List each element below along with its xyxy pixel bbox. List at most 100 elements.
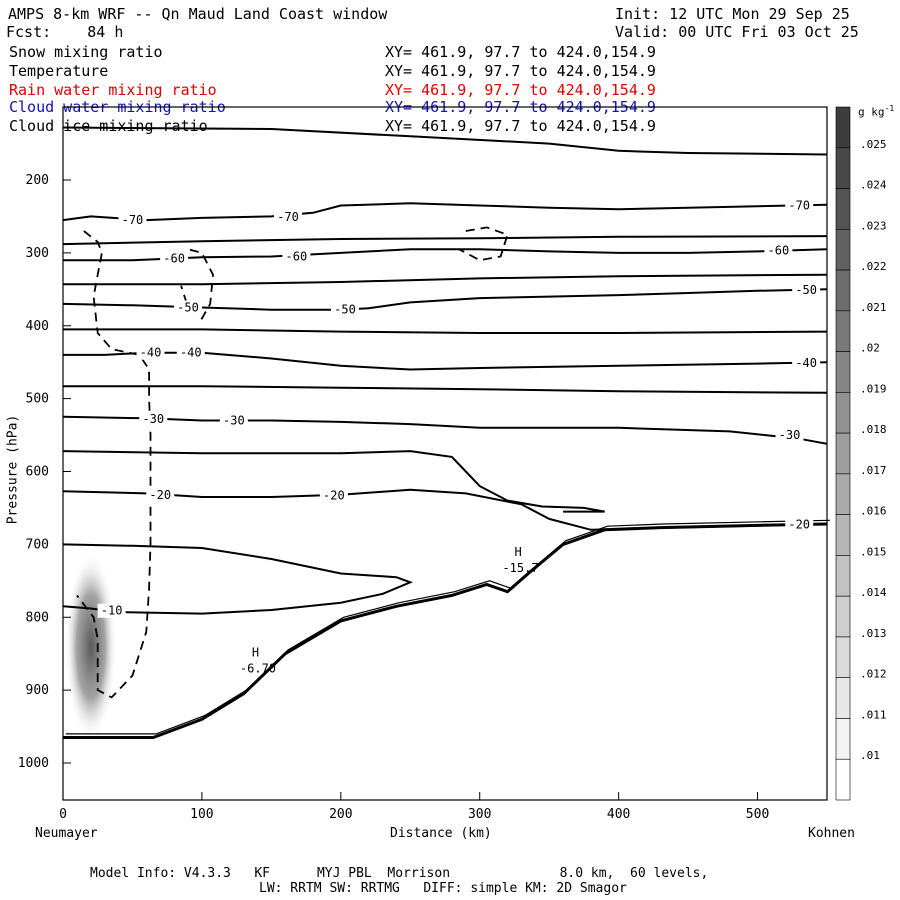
y-tick-label: 800 (26, 610, 49, 625)
colorbar-tick-label: .018 (860, 423, 887, 436)
isotherm-label-bg (160, 251, 189, 266)
isotherm-label: -60 (286, 250, 308, 264)
isotherm-label-bg (97, 603, 126, 618)
isotherm-label: -50 (334, 303, 356, 317)
colorbar-tick-label: .011 (860, 708, 887, 721)
field-name-rain: Rain water mixing ratio (9, 81, 217, 99)
isotherm-label-bg (139, 412, 168, 427)
cloud-ice-contour (76, 230, 152, 699)
colorbar-tick-label: .019 (860, 382, 887, 395)
isotherm-label-bg (775, 428, 804, 443)
isotherm-label-bg (282, 249, 311, 264)
colorbar-bin (835, 677, 851, 719)
colorbar-tick-label: .025 (860, 138, 887, 151)
isotherm-label-bg (792, 283, 821, 298)
isotherm-minus30 (62, 415, 828, 445)
colorbar-tick-label: .023 (860, 219, 887, 232)
isotherm-label-bg (274, 210, 303, 225)
colorbar-tick-label: .021 (860, 301, 887, 314)
isotherm-label-bg (785, 198, 814, 213)
y-axis-title: Pressure (hPa) (5, 414, 21, 525)
colorbar-unit-text: g kg (858, 105, 885, 119)
colorbar: .025 .024 .023 .022 .021 .02 .019 .018 .017 .016.… (835, 106, 887, 801)
snow-shading (64, 551, 117, 742)
field-xy-snow: XY= 461.9, 97.7 to 424.0,154.9 (385, 43, 656, 61)
cloud-ice-contour (458, 226, 509, 262)
field-name-cloud-ice: Cloud ice mixing ratio (9, 117, 208, 135)
colorbar-bin (835, 351, 851, 393)
colorbar-bin (835, 758, 851, 801)
field-name-temperature: Temperature (9, 62, 109, 80)
isotherm-label: -10 (101, 604, 123, 618)
isotherm-label: -60 (768, 244, 790, 258)
isotherm-unlabeled (63, 328, 828, 334)
high-marker: H (252, 646, 259, 660)
colorbar-unit: g kg-1 (858, 101, 894, 120)
isotherm-label: -40 (180, 346, 202, 360)
colorbar-tick-label: .016 (860, 505, 887, 518)
isotherm-label: -50 (177, 301, 199, 315)
isotherm-label-bg (792, 355, 821, 370)
x-tick-label: 0 (59, 807, 67, 822)
high-value: -15.7 (502, 561, 538, 575)
y-tick-label: 400 (26, 319, 49, 334)
isotherm-minus70 (62, 202, 828, 222)
isotherm-label: -20 (788, 518, 810, 532)
x-tick-label: 200 (329, 807, 352, 822)
colorbar-tick-label: .015 (860, 545, 887, 558)
isotherm-minus10 (62, 543, 414, 615)
isotherm-label: -70 (277, 210, 299, 224)
isotherm-label: -20 (149, 488, 171, 502)
isotherm-minus20 (62, 488, 828, 531)
isotherm-label-bg (219, 413, 248, 428)
colorbar-bin (835, 228, 851, 271)
terrain-line (63, 519, 830, 739)
isotherm-label: -30 (142, 412, 164, 426)
y-tick-label: 500 (26, 392, 49, 407)
x-tick-label: 100 (190, 807, 213, 822)
field-name-snow: Snow mixing ratio (9, 43, 163, 61)
isotherm-unlabeled (62, 450, 605, 513)
isotherm-label-bg (176, 345, 205, 360)
colorbar-bin (835, 310, 851, 352)
y-tick-label: 200 (26, 173, 49, 188)
isotherm-label: -40 (140, 346, 162, 360)
chart-title: AMPS 8-km WRF -- Qn Maud Land Coast wind… (8, 5, 388, 23)
isotherm-label-bg (118, 213, 147, 228)
high-marker: H (514, 545, 521, 559)
isotherm-unlabeled (63, 273, 828, 286)
plot-frame (62, 106, 828, 801)
colorbar-bin (835, 718, 851, 760)
colorbar-tick-label: .024 (860, 179, 887, 192)
left-endpoint-label: Neumayer (35, 826, 98, 841)
snow-maximum (64, 551, 117, 742)
isotherm-label: -30 (223, 413, 245, 427)
isotherm-label-bg (785, 517, 814, 532)
y-tick-label: 700 (26, 537, 49, 552)
isotherm-label-bg (330, 302, 359, 317)
x-tick-label: 400 (607, 807, 630, 822)
isotherm-unlabeled (62, 126, 828, 156)
x-tick-label: 300 (468, 807, 491, 822)
colorbar-tick-label: .02 (860, 342, 880, 355)
isotherm-label: -70 (788, 199, 810, 213)
forecast-label: Fcst: 84 h (6, 24, 123, 41)
colorbar-tick-label: .012 (860, 668, 887, 681)
temperature-contours (62, 126, 828, 615)
colorbar-tick-label: .014 (860, 586, 887, 599)
terrain-upper-edge (65, 519, 830, 735)
x-axis-title: Distance (km) (390, 826, 492, 841)
isotherm-label-bg (764, 243, 793, 258)
colorbar-bin (835, 473, 851, 515)
isotherm-label-bg (146, 487, 175, 502)
terrain-surface (63, 522, 828, 739)
colorbar-bin (835, 188, 851, 230)
init-time: Init: 12 UTC Mon 29 Sep 25 (615, 5, 850, 23)
isotherm-label: -40 (795, 356, 817, 370)
isotherm-unlabeled (62, 235, 828, 246)
forecast-label-text: Fcst: (6, 23, 52, 41)
isotherm-label-bg (319, 488, 348, 503)
isotherm-label-bg (174, 300, 203, 315)
isotherm-label: -50 (795, 283, 817, 297)
